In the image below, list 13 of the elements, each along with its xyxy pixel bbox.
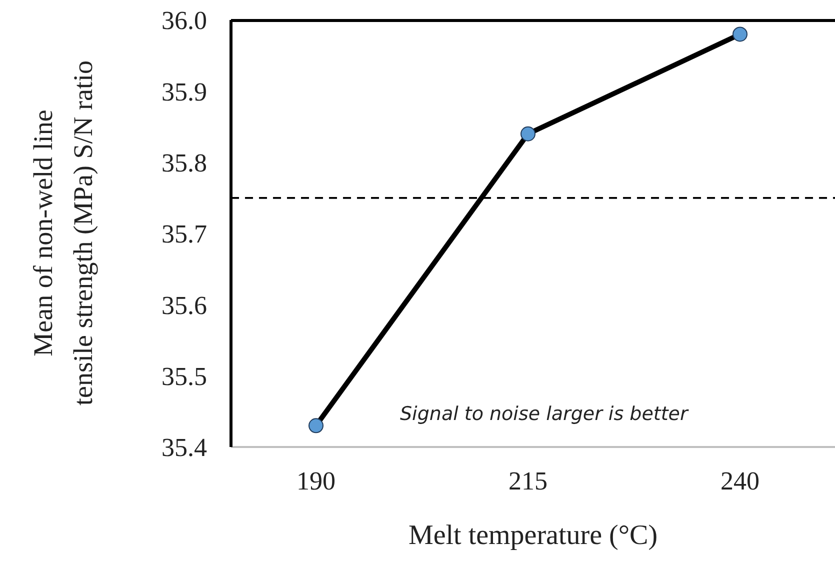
- x-tick-label: 215: [508, 466, 548, 496]
- y-tick-label: 35.8: [162, 148, 207, 178]
- annotation: Signal to noise larger is better: [400, 403, 688, 425]
- y-axis-title: Mean of non-weld line tensile strength (MPa) S/N ratio: [27, 60, 99, 408]
- y-tick-label: 35.7: [162, 220, 207, 249]
- x-tick-label: 190: [296, 466, 336, 496]
- y-tick-label: 35.6: [162, 290, 207, 320]
- x-axis-title: Melt temperature (°C): [407, 520, 659, 552]
- y-tick-label: 35.4: [162, 433, 207, 462]
- y-tick-label: 36.0: [162, 6, 207, 36]
- x-tick-label: 240: [720, 466, 760, 496]
- y-tick-label: 35.5: [162, 362, 207, 392]
- y-tick-label: 35.9: [162, 77, 207, 106]
